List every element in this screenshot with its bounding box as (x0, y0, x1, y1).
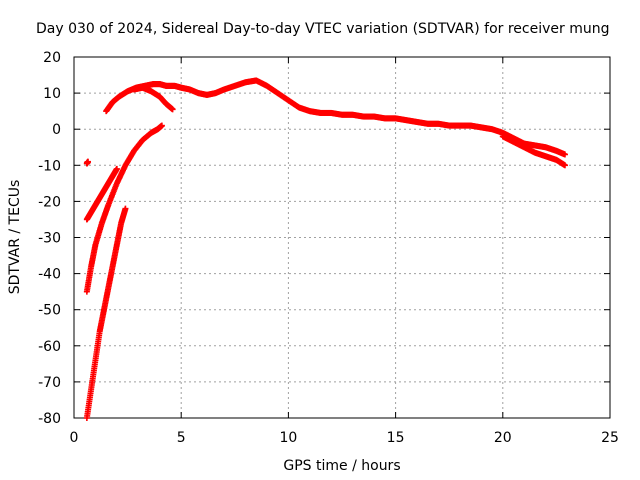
grid (74, 57, 610, 418)
x-tick-label: 0 (70, 430, 79, 446)
y-tick-label: -30 (38, 231, 61, 247)
x-tick-label: 5 (177, 430, 186, 446)
x-tick-label: 10 (279, 430, 297, 446)
data-point (561, 151, 568, 158)
data-points (83, 77, 568, 421)
y-tick-label: 10 (43, 86, 61, 102)
x-axis-label: GPS time / hours (283, 458, 400, 474)
x-tick-label: 20 (494, 430, 512, 446)
y-tick-label: 0 (52, 122, 61, 138)
y-axis-label: SDTVAR / TECUs (7, 180, 23, 295)
chart-title: Day 030 of 2024, Sidereal Day-to-day VTE… (36, 21, 610, 37)
x-axis: 0 5 10 15 20 25 (70, 57, 619, 446)
y-tick-label: -80 (38, 411, 61, 427)
y-tick-label: -70 (38, 375, 61, 391)
data-point (84, 158, 91, 165)
y-tick-label: -10 (38, 158, 61, 174)
data-point (169, 106, 176, 113)
data-point (113, 165, 120, 172)
y-axis: -80 -70 -60 -50 -40 -30 -20 -10 0 10 20 (38, 50, 610, 427)
y-tick-label: -50 (38, 303, 61, 319)
y-tick-label: -60 (38, 339, 61, 355)
data-point (561, 162, 568, 169)
y-tick-label: 20 (43, 50, 61, 66)
data-point (158, 122, 165, 129)
data-point (122, 205, 129, 212)
x-tick-label: 25 (601, 430, 619, 446)
y-tick-label: -20 (38, 194, 61, 210)
y-tick-label: -40 (38, 267, 61, 283)
x-tick-label: 15 (387, 430, 405, 446)
